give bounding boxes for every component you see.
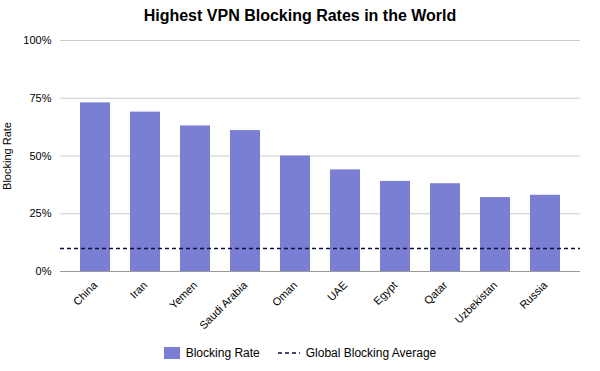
html-text:Global Blocking Average: Global Blocking Average (305, 346, 437, 360)
svg-text:Yemen: Yemen (167, 279, 199, 311)
svg-text:100%: 100% (23, 34, 51, 46)
svg-text:Egypt: Egypt (371, 279, 399, 307)
svg-text:Saudi Arabia: Saudi Arabia (197, 278, 250, 331)
svg-text:Russia: Russia (517, 278, 550, 311)
svg-text:UAE: UAE (325, 279, 349, 303)
svg-text:China: China (71, 278, 100, 307)
svg-text:25%: 25% (29, 207, 51, 219)
svg-text:75%: 75% (29, 92, 51, 104)
svg-text:Oman: Oman (270, 279, 300, 309)
svg-text:Uzbekistan: Uzbekistan (452, 279, 499, 326)
svg-text:Iran: Iran (128, 279, 150, 301)
svg-text:50%: 50% (29, 150, 51, 162)
svg-text:Blocking Rate: Blocking Rate (1, 122, 13, 190)
html-text:Highest VPN Blocking Rates in: Highest VPN Blocking Rates in the World (143, 7, 457, 24)
svg-text:0%: 0% (36, 265, 52, 277)
svg-text:Qatar: Qatar (421, 279, 449, 307)
html-text:Blocking Rate: Blocking Rate (185, 346, 260, 360)
